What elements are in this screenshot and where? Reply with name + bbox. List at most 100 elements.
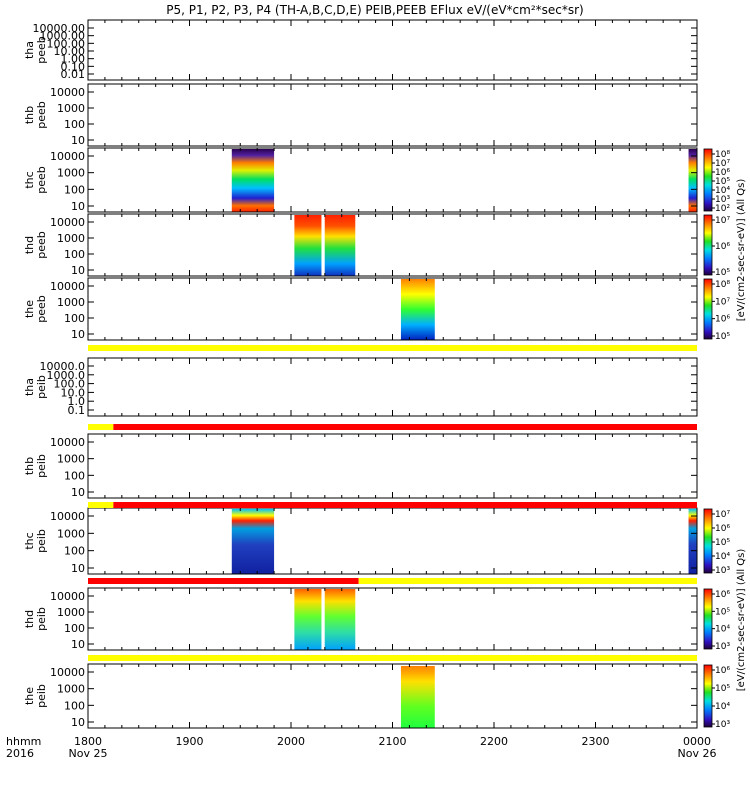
colorbar-tick-label: 10⁴ [715,186,730,196]
y-tick-label: 10000 [50,590,85,603]
colorbar-tick-label: 10³ [715,195,730,205]
colorbar-the-peeb: 10⁸ 10⁷ 10⁶ 10⁵ [703,278,730,342]
mode-bar-segment-2040-2400 [358,578,697,584]
y-tick-label: 1000 [57,232,85,245]
y-tick-label: 1000 [57,606,85,619]
x-tick-label-1800: 1800 [74,735,102,748]
spectrogram-block-2020-2038 [324,215,356,276]
colorbar-tick-label: 10⁷ [715,510,730,520]
panel-the-peeb: 10000 1000 100 10 the peeb [23,277,698,341]
colorbar-strip [703,214,713,276]
y-tick-label: 0.10 [61,60,86,73]
colorbar-tick-label: 10⁷ [715,216,730,226]
colorbar-tick-label: 10⁵ [715,332,730,342]
panel-product-label: peeb [35,101,48,129]
panel-probe-label: tha [23,378,36,396]
panel-frame [87,433,698,499]
panel-product-label: peib [35,529,48,553]
y-tick-label: 10.00 [54,45,86,58]
panel-the-peib: 10000 1000 100 10 the peib [23,663,698,729]
panel-probe-label: thc [23,532,36,549]
colorbar-tick-label: 10³ [715,642,730,652]
y-tick-label: 100.0 [54,378,86,391]
panel-frame [87,19,698,81]
y-tick-label: 1000.00 [40,30,86,43]
x-date-label-1800: Nov 25 [69,747,108,760]
panel-frame [87,357,698,417]
colorbar-tick-label: 10³ [715,566,730,576]
y-tick-label: 10.0 [61,386,86,399]
mode-bar-segment-1800-2400 [88,345,697,351]
colorbar-strip [703,278,713,340]
mode-bar-after-panel-4 [88,345,697,351]
y-tick-label: 10000 [50,510,85,523]
colorbar-tick-label: 10⁶ [715,666,730,676]
colorbar-tick-label: 10⁵ [715,607,730,617]
panel-frame [87,587,698,651]
x-axis-label-hhmm: hhmm [6,735,41,748]
y-tick-label: 0.1 [68,404,86,417]
colorbar-the-peib: 10⁶ 10⁵ 10⁴ 10³ [703,664,730,730]
y-tick-label: 100 [64,118,85,131]
chart-title: P5, P1, P2, P3, P4 (TH-A,B,C,D,E) PEIB,P… [166,3,583,17]
panel-product-label: peeb [35,36,48,64]
panel-thb-peeb: 10000 1000 100 10 thb peeb [23,83,698,147]
y-tick-label: 100 [64,699,85,712]
colorbar-thd-peib: 10⁶ 10⁵ 10⁴ 10³ [703,588,730,652]
panel-thb-peib: 10000 1000 100 10 thb peib [23,433,698,499]
y-tick-label: 10 [71,264,85,277]
y-tick-label: 10000 [50,150,85,163]
colorbar-tick-label: 10⁶ [715,315,730,325]
colorbar-tick-label: 10⁶ [715,590,730,600]
y-tick-label: 10 [71,716,85,729]
y-tick-label: 10000.00 [33,22,86,35]
y-tick-label: 1000 [57,102,85,115]
panel-probe-label: the [23,687,36,705]
y-tick-label: 100 [64,545,85,558]
panel-thd-peeb: 10000 1000 100 10 thd peeb [23,213,698,277]
colorbar-strip [703,508,713,574]
y-tick-label: 10000 [50,280,85,293]
y-tick-label: 100 [64,622,85,635]
colorbar-tick-label: 10⁶ [715,242,730,252]
x-tick-label-2000: 2000 [277,735,305,748]
colorbar-tick-label: 10⁶ [715,524,730,534]
mode-bar-segment-1800-2400 [88,655,697,661]
colorbar-tick-label: 10³ [715,720,730,730]
panel-thc-peib: 10000 1000 100 10 thc peib [23,507,698,575]
colorbar-tick-label: 10⁸ [715,150,730,160]
spectrogram-block-1925-1950 [231,509,275,574]
colorbar-tick-label: 10⁵ [715,684,730,694]
y-tick-label: 1000 [57,453,85,466]
y-tick-label: 1.00 [61,53,86,66]
panel-frame [87,277,698,341]
mode-bar-segment-1800-2040 [88,578,359,584]
panel-frame [87,147,698,213]
y-tick-label: 1000 [57,527,85,540]
colorbar-unit-label-peib: [eV/(cm2-sec-sr-eV)] (All Qs) [736,549,747,692]
x-date-label-0000: Nov 26 [678,747,717,760]
x-tick-label-2100: 2100 [379,735,407,748]
colorbar-tick-label: 10⁵ [715,268,730,278]
y-tick-label: 100 [64,469,85,482]
spectrogram-block-2105-2125 [400,279,435,340]
panel-frame [87,507,698,575]
y-tick-label: 1000 [57,683,85,696]
panel-frame [87,83,698,147]
panel-probe-label: thb [23,106,36,124]
y-tick-label: 10000 [50,436,85,449]
panel-product-label: peib [35,375,48,399]
colorbars: 10⁸10⁷10⁶10⁵10⁴10³10²10⁷10⁶10⁵10⁸10⁷10⁶1… [703,148,747,730]
y-tick-label: 10000 [50,86,85,99]
colorbar-tick-label: 10⁴ [715,625,730,635]
x-axis-label-year: 2016 [6,747,34,760]
mode-bar-after-panel-5 [88,424,697,430]
panel-probe-label: the [23,300,36,318]
panel-product-label: peeb [35,231,48,259]
colorbar-tick-label: 10⁴ [715,702,730,712]
y-tick-label: 100 [64,248,85,261]
panel-thd-peib: 10000 1000 100 10 thd peib [23,587,698,651]
